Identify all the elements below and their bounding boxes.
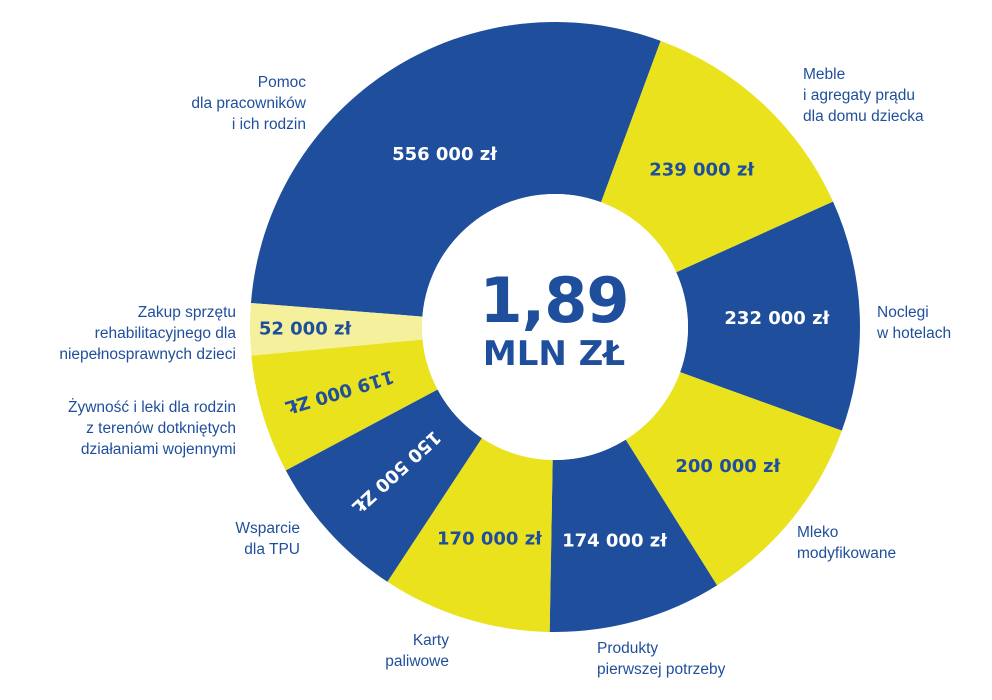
slice-value-label-noclegi: 232 000 zł — [724, 308, 830, 329]
slice-pomoc — [250, 22, 661, 317]
slice-zakup — [250, 303, 423, 356]
slice-noclegi — [676, 201, 860, 431]
slice-value-label-produkty: 174 000 zł — [562, 530, 668, 551]
center-total: 1,89 MLN ZŁ — [444, 264, 664, 375]
slice-label-meble: Meble i agregaty prądu dla domu dziecka — [803, 66, 924, 125]
slice-label-pomoc: Pomoc dla pracowników i ich rodzin — [191, 74, 306, 133]
slice-value-label-karty: 170 000 zł — [437, 529, 543, 550]
slice-tpu — [285, 389, 482, 582]
slice-label-noclegi: Noclegi w hotelach — [877, 304, 952, 342]
slice-zywnosc — [251, 339, 438, 471]
center-total-unit: MLN ZŁ — [482, 334, 626, 374]
donut-hole — [422, 194, 688, 460]
slice-label-karty: Karty paliwowe — [385, 632, 449, 670]
slice-value-label-meble: 239 000 zł — [649, 159, 755, 180]
center-total-value: 1,89 — [479, 264, 630, 337]
slice-produkty — [549, 439, 718, 632]
slice-label-produkty: Produkty pierwszej potrzeby — [597, 640, 726, 678]
slice-label-zywnosc: Żywność i leki dla rodzin z terenów dotk… — [68, 399, 236, 458]
slice-meble — [601, 40, 834, 273]
slice-mleko — [625, 372, 842, 586]
slice-karty — [387, 438, 553, 632]
slice-label-mleko: Mleko modyfikowane — [797, 524, 897, 562]
slice-label-zakup: Zakup sprzętu rehabilitacyjnego dla niep… — [59, 304, 236, 363]
slice-value-label-pomoc: 556 000 zł — [392, 144, 498, 165]
slice-value-label-mleko: 200 000 zł — [675, 456, 781, 477]
slice-label-tpu: Wsparcie dla TPU — [235, 520, 300, 558]
slice-value-label-zakup: 52 000 zł — [259, 318, 353, 339]
